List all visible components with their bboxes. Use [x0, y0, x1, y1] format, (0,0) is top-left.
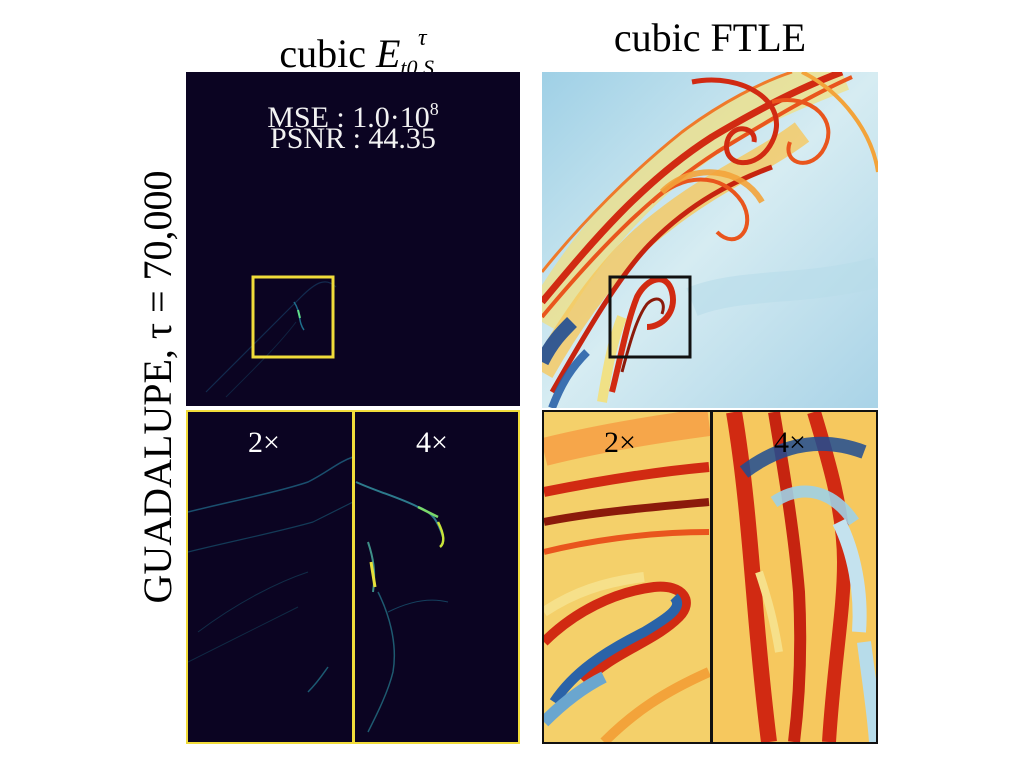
mse-value: MSE : 1.0·10: [267, 101, 430, 134]
title-superscript: τ: [418, 25, 427, 51]
ftle-zoom-panel: 2× 4×: [542, 410, 878, 744]
ftle-map-image: [542, 72, 878, 408]
column-title-error: cubic Et0,Sτ: [186, 10, 520, 96]
title-symbol: E: [375, 31, 401, 76]
mse-exponent: 8: [429, 99, 439, 119]
ftle-map-panel: [542, 72, 878, 408]
error-zoom-panel: 2× 4×: [186, 410, 520, 744]
error-map-panel: MSE : 1.0·108 PSNR : 44.35: [186, 72, 520, 406]
ftle-zoom-image: [544, 412, 876, 742]
inset-box: [608, 275, 692, 359]
zoom-label-4x: 4×: [774, 426, 806, 459]
zoom-label-2x: 2×: [248, 426, 280, 459]
zoom-divider: [710, 412, 713, 742]
error-map-image: [205, 275, 337, 398]
zoom-label-2x: 2×: [604, 426, 636, 459]
zoom-divider: [352, 412, 355, 742]
error-zoom-image: [188, 456, 449, 733]
title-prefix: cubic: [279, 31, 376, 76]
column-title-ftle: cubic FTLE: [613, 15, 807, 60]
inset-box: [251, 275, 335, 359]
row-label: GUADALUPE, τ = 70,000: [135, 170, 180, 604]
psnr-metric: PSNR : 44.35: [270, 122, 436, 155]
mse-metric: MSE : 1.0·108: [186, 94, 520, 133]
zoom-label-4x: 4×: [416, 426, 448, 459]
